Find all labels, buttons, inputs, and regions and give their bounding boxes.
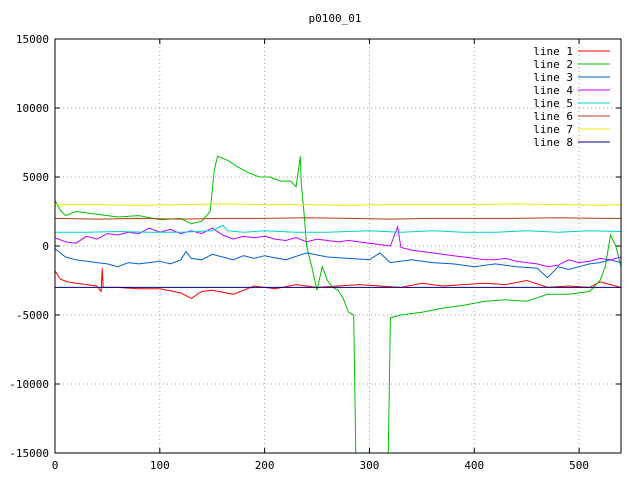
y-tick-label: -10000 (9, 378, 49, 391)
legend-label: line 6 (533, 110, 573, 123)
series-line-1 (55, 268, 621, 299)
grid-layer (55, 39, 621, 453)
y-tick-label: -5000 (16, 309, 49, 322)
legend-label: line 3 (533, 71, 573, 84)
chart-title: p0100_01 (309, 12, 362, 25)
series-line-2 (55, 155, 621, 453)
series-line-3 (55, 248, 621, 279)
x-tick-label: 200 (255, 459, 275, 472)
legend-label: line 2 (533, 58, 573, 71)
y-tick-label: -15000 (9, 447, 49, 460)
legend-label: line 8 (533, 136, 573, 149)
series-line-7 (55, 203, 621, 206)
y-tick-label: 0 (42, 240, 49, 253)
series-line-5 (55, 224, 621, 233)
x-tick-label: 400 (464, 459, 484, 472)
series-line-4 (55, 224, 621, 268)
y-tick-label: 5000 (23, 171, 50, 184)
x-tick-label: 100 (150, 459, 170, 472)
x-tick-label: 300 (360, 459, 380, 472)
tick-layer: 0 100 200 300 400 500 -15000 -10000 -5000 0 5000 10… (9, 33, 621, 472)
legend-label: line 1 (533, 45, 573, 58)
x-tick-label: 0 (52, 459, 59, 472)
y-tick-label: 10000 (16, 102, 49, 115)
legend-label: line 4 (533, 84, 573, 97)
legend-label: line 5 (533, 97, 573, 110)
series-layer (55, 155, 621, 453)
legend-label: line 7 (533, 123, 573, 136)
x-tick-label: 500 (569, 459, 589, 472)
y-tick-label: 15000 (16, 33, 49, 46)
series-line-6 (55, 217, 621, 220)
